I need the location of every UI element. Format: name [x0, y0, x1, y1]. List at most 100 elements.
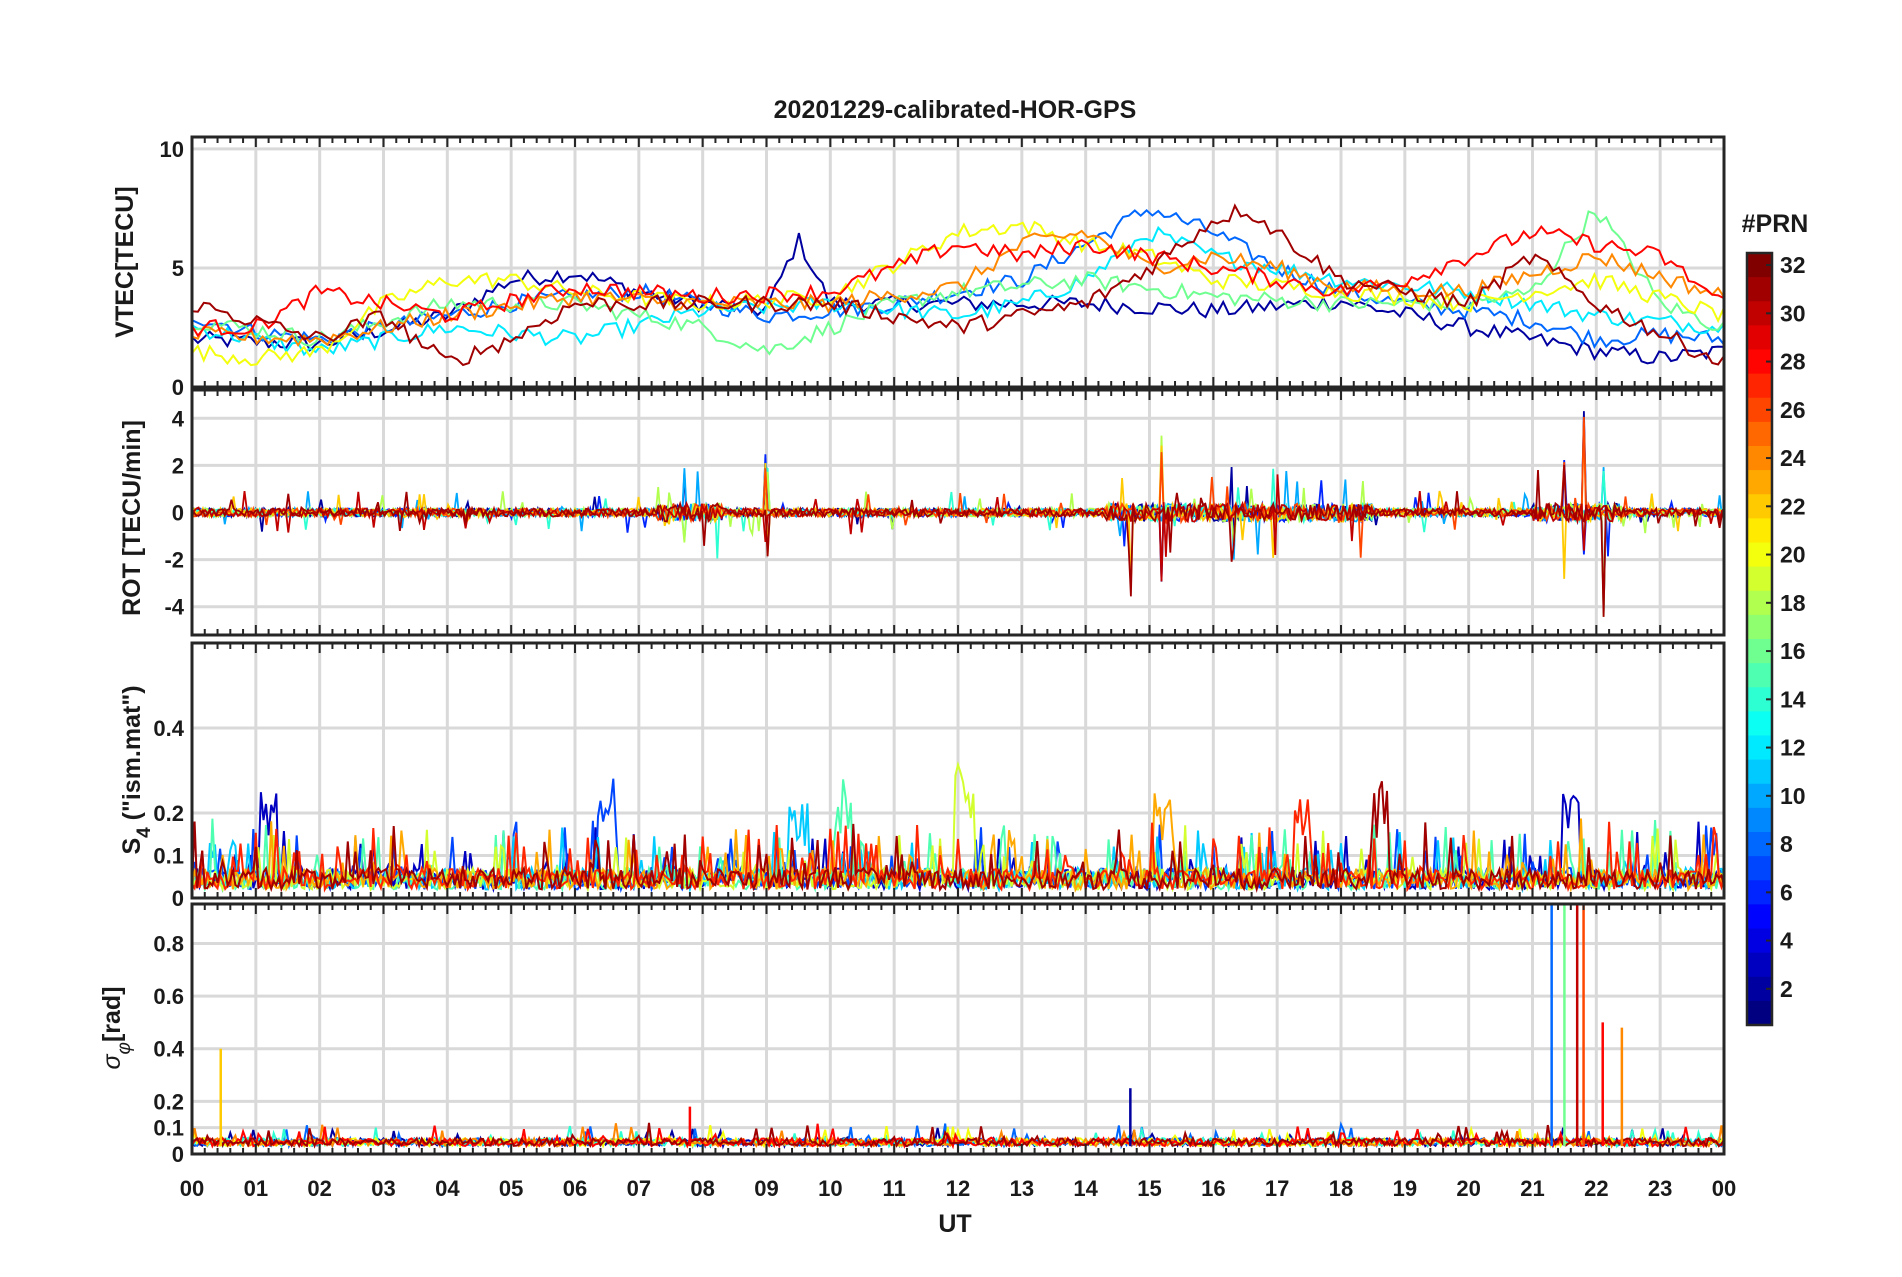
x-tick-label: 03: [371, 1176, 395, 1201]
y-tick-label: 2: [172, 453, 184, 478]
x-tick-labels: 00 01 02 03 04 05 06 07 08 09 10 11 12 13 14 15 16 17 18 19…: [180, 1176, 1736, 1201]
colorbar-tick-label: 16: [1780, 638, 1806, 664]
vtec-series-prn-28: [192, 224, 1724, 338]
y-tick-label: 0.4: [153, 1037, 184, 1062]
y-tick-label: 0: [172, 501, 184, 526]
y-tick-label: -4: [164, 595, 184, 620]
y-tick-label: -2: [164, 548, 184, 573]
rot-series-prn-30: [192, 474, 1724, 582]
y-tick-label: 0.6: [153, 984, 184, 1009]
colorbar-tick-label: 30: [1780, 300, 1806, 326]
colorbar-tick-label: 14: [1780, 686, 1806, 712]
colorbar-tick-label: 6: [1780, 879, 1793, 905]
y-tick-label: 0.4: [153, 716, 184, 741]
x-tick-label: 05: [499, 1176, 523, 1201]
colorbar-segment: [1747, 325, 1772, 351]
x-tick-label: 10: [818, 1176, 842, 1201]
x-tick-label: 04: [435, 1176, 460, 1201]
colorbar-tick-label: 20: [1780, 542, 1806, 568]
x-tick-label: 07: [627, 1176, 651, 1201]
x-tick-label: 18: [1329, 1176, 1353, 1201]
s4-label-rest: ("ism.mat"): [118, 685, 146, 827]
x-tick-label: 21: [1520, 1176, 1544, 1201]
y-tick-label: 10: [160, 137, 184, 162]
y-tick-label: 0.2: [153, 1089, 184, 1114]
colorbar-tick-label: 18: [1780, 590, 1806, 616]
y-tick-label: 4: [172, 406, 185, 431]
colorbar-tick-label: 28: [1780, 349, 1806, 375]
x-tick-label: 19: [1393, 1176, 1417, 1201]
x-tick-label: 20: [1456, 1176, 1480, 1201]
panel-2: 4 2 0 -2 -4: [164, 388, 1726, 637]
colorbar-segment: [1747, 277, 1772, 302]
x-tick-label: 01: [244, 1176, 268, 1201]
panel-4: 0.8 0.6 0.4 0.20.10: [153, 902, 1726, 1167]
s4-series-prn-31: [192, 781, 1724, 893]
x-tick-label: 15: [1137, 1176, 1161, 1201]
sigma-series-prn-31: [192, 1122, 1724, 1149]
y-tick-label: 0: [172, 886, 184, 911]
colorbar-segment: [1747, 614, 1772, 640]
y-tick-label: 0.1: [153, 844, 184, 869]
colorbar-tick-label: 8: [1780, 831, 1793, 857]
x-tick-label: 02: [307, 1176, 331, 1201]
colorbar-segment: [1747, 711, 1772, 737]
x-tick-label: 16: [1201, 1176, 1225, 1201]
colorbar-segment: [1747, 421, 1772, 447]
s4-label-main: S: [118, 838, 146, 855]
vtec-series-prn-16: [192, 210, 1724, 356]
colorbar-tick-label: 12: [1780, 735, 1806, 761]
y-tick-label: 0.8: [153, 931, 184, 956]
x-tick-label: 06: [563, 1176, 587, 1201]
x-tick-label: 12: [946, 1176, 970, 1201]
panel-data-1: [192, 203, 1724, 367]
s4-label-sub: 4: [134, 827, 155, 838]
y-axis-label-s4: S4 ("ism.mat"): [118, 685, 155, 854]
chart-title: 20201229-calibrated-HOR-GPS: [774, 96, 1137, 124]
x-tick-label: 09: [754, 1176, 778, 1201]
colorbar-segment: [1747, 1000, 1772, 1026]
colorbar-segment: [1747, 566, 1772, 592]
s4-series-prn-19: [192, 761, 1724, 893]
colorbar-segment: [1747, 663, 1772, 688]
rot-series-prn-31: [192, 464, 1724, 617]
colorbar-segment: [1747, 470, 1772, 495]
colorbar-segment: [1747, 518, 1772, 544]
panel-data-2: [192, 411, 1724, 617]
y-tick-label: 0: [172, 375, 184, 400]
colorbar-tick-label: 22: [1780, 493, 1806, 519]
colorbar-segment: [1747, 373, 1772, 399]
x-tick-label: 08: [690, 1176, 714, 1201]
y-tick-label: 0.1: [153, 1116, 184, 1141]
colorbar-tick-label: 10: [1780, 783, 1806, 809]
vtec-series-prn-2: [192, 232, 1724, 365]
colorbar-segment: [1747, 856, 1772, 881]
panel-3: 0.4 0.2 0.1 0: [153, 641, 1726, 911]
sigma-label-sub: φ: [114, 1042, 135, 1054]
colorbar-segment: [1747, 952, 1772, 978]
x-tick-label: 23: [1648, 1176, 1672, 1201]
colorbar-tick-label: 4: [1780, 928, 1793, 954]
panel-1: 10 5 0: [160, 135, 1726, 400]
vtec-series-prn-12: [192, 225, 1724, 357]
colorbar-segment: [1747, 904, 1772, 930]
x-tick-label: 13: [1010, 1176, 1034, 1201]
x-tick-label: 22: [1584, 1176, 1608, 1201]
x-tick-label: 11: [883, 1176, 906, 1201]
vtec-series-prn-31: [192, 203, 1724, 367]
colorbar-segment: [1747, 759, 1772, 785]
colorbar-outline: [1745, 251, 1774, 1027]
x-tick-label: 17: [1265, 1176, 1289, 1201]
colorbar-label: #PRN: [1742, 210, 1809, 238]
y-tick-label: 0.2: [153, 801, 184, 826]
y-axis-label-vtec: VTEC[TECU]: [111, 186, 139, 337]
x-axis-label: UT: [938, 1210, 971, 1238]
x-tick-label: 14: [1073, 1176, 1098, 1201]
y-axis-labels: VTEC[TECU] ROT [TECU/min] S4 ("ism.mat")…: [98, 186, 155, 1069]
colorbar-tick-label: 26: [1780, 397, 1806, 423]
vtec-series-prn-20: [192, 220, 1724, 367]
sigma-label-rest: [rad]: [98, 986, 126, 1042]
